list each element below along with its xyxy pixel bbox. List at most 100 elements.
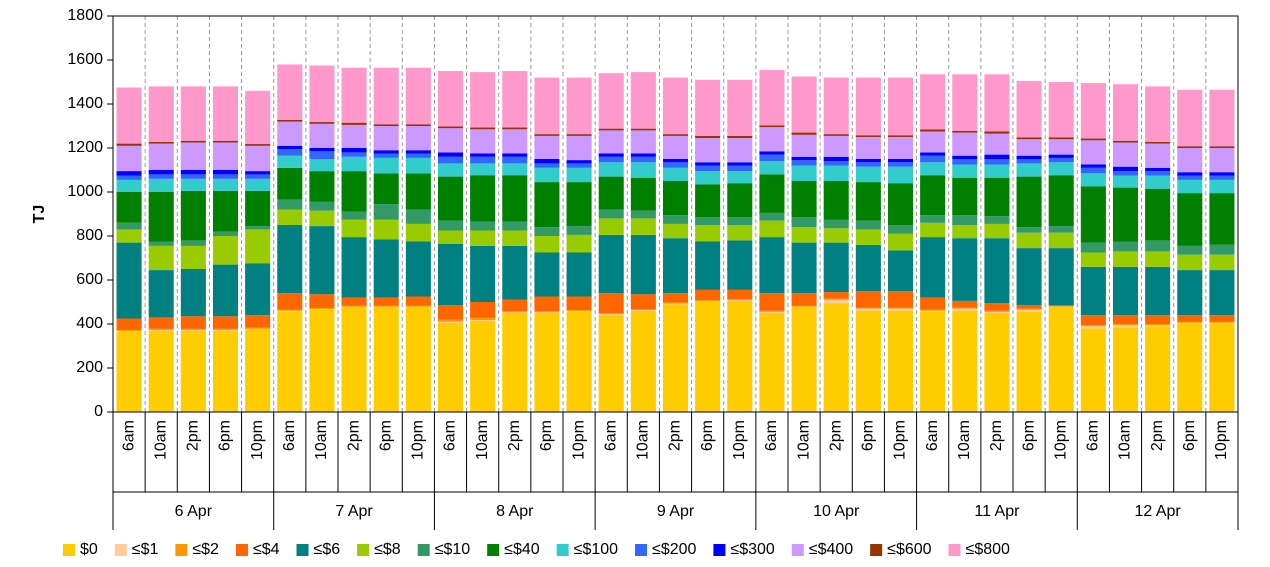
bar-segment	[984, 133, 1010, 155]
bar-segment	[502, 221, 528, 231]
bar-segment	[823, 77, 849, 135]
bar-segment	[855, 159, 881, 163]
x-tick-label: 6am	[1085, 420, 1102, 451]
bar-segment	[695, 171, 721, 185]
bar-segment	[598, 234, 624, 294]
bar-segment	[823, 299, 849, 304]
bar-segment	[1209, 315, 1235, 322]
x-tick-label: 10am	[152, 420, 169, 460]
bar-segment	[116, 329, 142, 332]
bar-segment	[791, 293, 817, 306]
bar-segment	[212, 316, 239, 329]
bar-segment	[534, 182, 560, 228]
bar-segment	[116, 331, 142, 332]
bar-segment	[727, 162, 753, 166]
bar-segment	[180, 86, 206, 141]
bar-segment	[1145, 86, 1171, 142]
x-tick-label: 10pm	[570, 420, 587, 460]
bar-segment	[341, 148, 367, 153]
bar-segment	[598, 162, 624, 177]
bar-segment	[887, 162, 914, 167]
bar-segment	[887, 291, 914, 308]
bar-segment	[245, 263, 271, 316]
bar-segment	[373, 150, 399, 154]
bar-segment	[887, 159, 914, 163]
group-label: 10 Apr	[813, 503, 860, 520]
bar-segment	[1177, 175, 1203, 180]
bar-segment	[791, 134, 817, 157]
bar-segment	[341, 219, 367, 238]
bar-segment	[1016, 163, 1042, 177]
bar-segment	[952, 177, 978, 216]
x-tick-label: 6am	[763, 420, 780, 451]
bar-segment	[534, 296, 560, 312]
bar-segment	[245, 145, 271, 172]
bar-segment	[1112, 84, 1139, 141]
bar-segment	[1177, 146, 1203, 148]
bar-segment	[598, 130, 624, 154]
bar-segment	[1112, 327, 1139, 412]
bar-segment	[534, 311, 560, 313]
bar-segment	[727, 217, 753, 225]
bar-segment	[309, 307, 335, 310]
bar-segment	[245, 174, 271, 179]
bar-segment	[180, 240, 206, 246]
bar-segment	[1048, 305, 1074, 307]
group-label: 8 Apr	[496, 503, 534, 520]
bar-segment	[405, 124, 431, 126]
bar-segment	[598, 218, 624, 235]
bar-segment	[277, 121, 303, 146]
bar-segment	[630, 72, 656, 129]
bar-segment	[791, 160, 817, 166]
bar-segment	[1177, 321, 1203, 323]
bar-segment	[630, 128, 656, 131]
bar-segment	[212, 170, 239, 175]
x-tick-label: 6pm	[1181, 420, 1198, 451]
bar-segment	[1016, 308, 1042, 310]
bar-segment	[373, 297, 399, 306]
bar-segment	[887, 250, 914, 291]
bar-segment	[1080, 242, 1106, 253]
bar-segment	[1209, 193, 1235, 245]
bar-segment	[1016, 311, 1042, 412]
bar-segment	[405, 209, 431, 224]
bar-segment	[823, 161, 849, 166]
bar-segment	[823, 228, 849, 243]
bar-segment	[1048, 139, 1074, 155]
bar-segment	[1048, 306, 1074, 308]
bar-segment	[148, 329, 174, 331]
bar-segment	[277, 64, 303, 120]
bar-segment	[598, 314, 624, 316]
bar-segment	[1112, 171, 1139, 176]
bar-segment	[309, 122, 335, 124]
legend-swatch	[948, 544, 961, 556]
bar-segment	[437, 322, 464, 412]
bar-segment	[148, 143, 174, 170]
bar-segment	[180, 178, 206, 191]
bar-segment	[373, 124, 399, 126]
bar-segment	[180, 174, 206, 179]
bar-segment	[341, 237, 367, 298]
bar-segment	[662, 135, 689, 159]
bar-segment	[1016, 159, 1042, 164]
bar-segment	[534, 134, 560, 136]
bar-segment	[695, 217, 721, 225]
bar-segment	[759, 161, 785, 175]
bar-segment	[920, 155, 946, 163]
bar-segment	[566, 234, 592, 253]
bar-segment	[470, 320, 496, 412]
bar-segment	[1080, 83, 1106, 139]
bar-segment	[1112, 324, 1139, 326]
bar-segment	[952, 307, 978, 309]
bar-segment	[245, 178, 271, 191]
legend-label: ≤$10	[435, 541, 471, 558]
bar-segment	[1145, 175, 1171, 189]
bar-segment	[405, 305, 431, 307]
bar-segment	[566, 311, 592, 412]
bar-segment	[277, 209, 303, 225]
bar-segment	[759, 174, 785, 213]
bar-segment	[791, 307, 817, 412]
bar-segment	[116, 143, 142, 146]
bar-segment	[566, 160, 592, 164]
bar-segment	[887, 135, 914, 137]
